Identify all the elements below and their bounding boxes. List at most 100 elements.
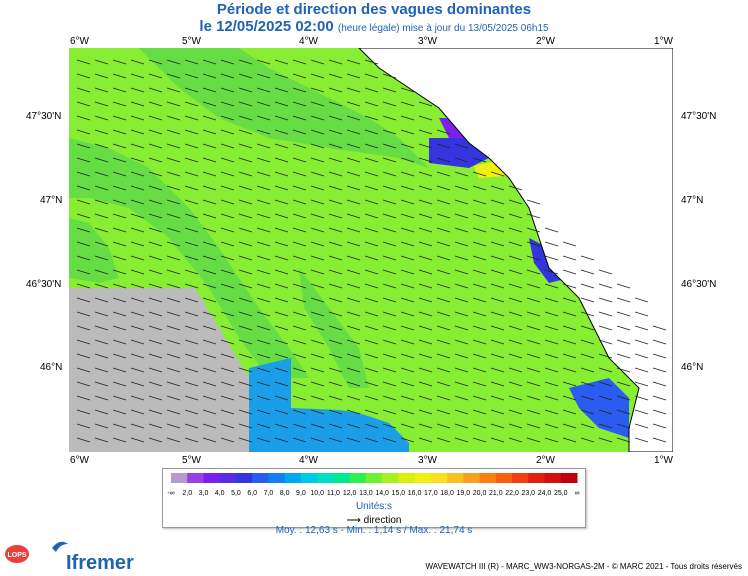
direction-arrow [490, 227, 505, 233]
direction-arrow [202, 185, 217, 191]
direction-arrow [364, 241, 379, 247]
direction-arrow [490, 185, 505, 191]
legend-swatch [300, 473, 318, 483]
legend-value: 5,0 [231, 490, 241, 497]
direction-arrow [436, 185, 451, 191]
direction-arrow [346, 185, 361, 191]
direction-arrow [652, 339, 667, 345]
direction-arrow [148, 59, 163, 65]
direction-arrow [256, 381, 271, 387]
direction-arrow [400, 367, 415, 373]
direction-arrow [328, 59, 343, 65]
direction-arrow [544, 423, 559, 429]
direction-arrow [184, 339, 199, 345]
direction-arrow [652, 437, 667, 443]
direction-arrow [220, 171, 235, 177]
direction-arrow [364, 269, 379, 275]
direction-arrow [472, 353, 487, 359]
legend-swatch [463, 473, 481, 483]
direction-arrow [436, 325, 451, 331]
direction-arrow [382, 185, 397, 191]
direction-arrow [382, 143, 397, 149]
direction-arrow [130, 185, 145, 191]
direction-arrow [184, 185, 199, 191]
direction-arrow [130, 199, 145, 205]
direction-arrow [166, 381, 181, 387]
direction-arrow [202, 367, 217, 373]
direction-arrow [292, 381, 307, 387]
direction-arrow [400, 101, 415, 107]
direction-arrow [184, 227, 199, 233]
direction-arrow [508, 423, 523, 429]
direction-arrow [364, 143, 379, 149]
direction-arrow [112, 199, 127, 205]
direction-arrow [166, 353, 181, 359]
direction-arrow [256, 283, 271, 289]
direction-arrow [598, 437, 613, 443]
lat-tick-left-46: 46°N [40, 362, 63, 373]
direction-arrow [292, 129, 307, 135]
direction-arrow [256, 171, 271, 177]
direction-arrow [76, 213, 91, 219]
direction-arrow [364, 283, 379, 289]
lon-tick-top-6w: 6°W [70, 36, 89, 47]
direction-arrow [310, 143, 325, 149]
legend-unit: Unités:s [355, 501, 393, 512]
direction-arrow [400, 339, 415, 345]
direction-arrow [400, 311, 415, 317]
direction-arrow [274, 283, 289, 289]
direction-arrow [400, 437, 415, 443]
legend-swatch [382, 473, 399, 483]
direction-arrow [94, 339, 109, 345]
direction-arrow [328, 157, 343, 163]
direction-arrow [112, 227, 127, 233]
direction-arrow [274, 255, 289, 261]
direction-arrow [166, 339, 181, 345]
direction-arrow [94, 269, 109, 275]
direction-arrow [328, 437, 343, 443]
direction-arrow [310, 353, 325, 359]
direction-arrow [418, 381, 433, 387]
direction-arrow [220, 157, 235, 163]
direction-arrow [112, 409, 127, 415]
direction-arrow [454, 255, 469, 261]
direction-arrow [112, 437, 127, 443]
direction-arrow [562, 339, 577, 345]
direction-arrow [418, 101, 433, 107]
direction-arrow [202, 353, 217, 359]
legend-swatch [479, 473, 497, 483]
direction-arrow [238, 199, 253, 205]
direction-arrow [436, 199, 451, 205]
map-subtitle: le 12/05/2025 02:00 (heure légale) mise … [0, 18, 748, 35]
direction-arrow [76, 185, 91, 191]
direction-arrow [274, 241, 289, 247]
direction-arrow [364, 325, 379, 331]
direction-arrow [310, 339, 325, 345]
direction-arrow [508, 213, 523, 219]
direction-arrow [148, 227, 163, 233]
direction-arrow [274, 227, 289, 233]
direction-arrow [148, 283, 163, 289]
direction-arrow [184, 325, 199, 331]
direction-arrow [166, 269, 181, 275]
direction-arrow [184, 101, 199, 107]
direction-arrow [472, 171, 487, 177]
direction-arrow [256, 87, 271, 93]
direction-arrow [184, 87, 199, 93]
direction-arrow [598, 367, 613, 373]
direction-arrow [616, 297, 631, 303]
direction-arrow [292, 311, 307, 317]
direction-arrow [652, 423, 667, 429]
direction-arrow [580, 353, 595, 359]
direction-arrow [76, 437, 91, 443]
direction-arrow [130, 381, 145, 387]
legend-swatch [268, 473, 286, 483]
direction-arrow [310, 437, 325, 443]
direction-arrow [238, 311, 253, 317]
direction-arrow [418, 269, 433, 275]
direction-arrow [508, 241, 523, 247]
direction-arrow [130, 339, 145, 345]
direction-arrow [220, 241, 235, 247]
direction-arrow [238, 269, 253, 275]
direction-arrow [112, 381, 127, 387]
